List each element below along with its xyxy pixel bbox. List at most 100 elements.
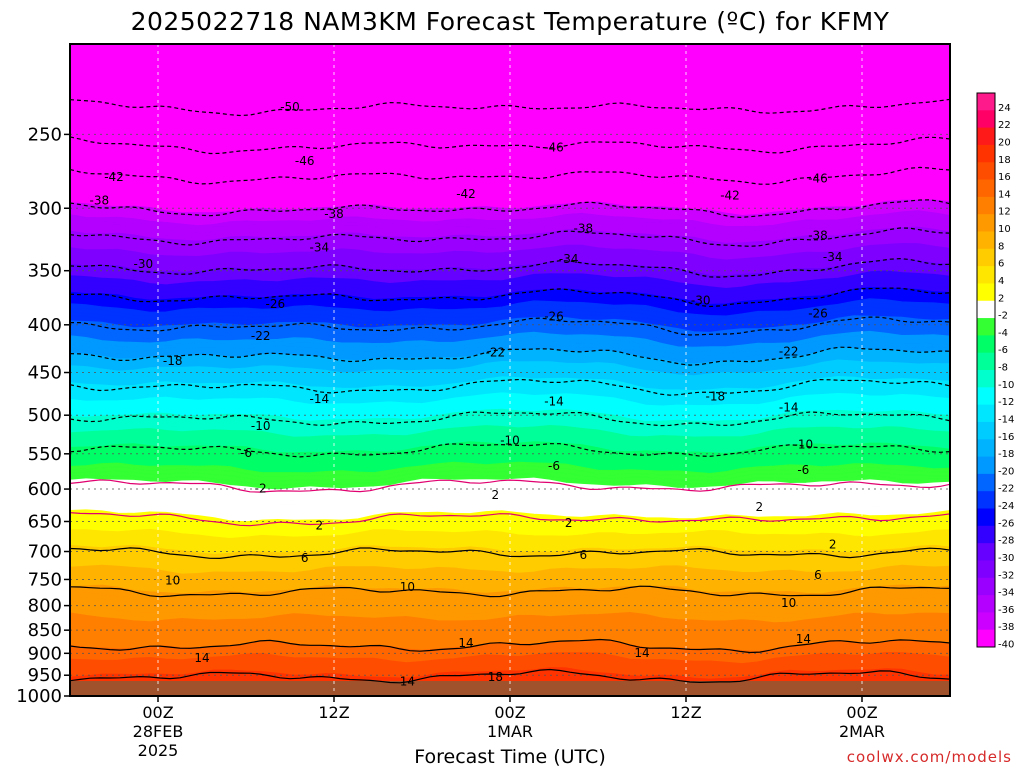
isotherm-line bbox=[70, 585, 950, 598]
contour-label: -6 bbox=[548, 459, 560, 473]
colorbar-swatch bbox=[977, 508, 995, 527]
contour-label: -30 bbox=[691, 293, 711, 307]
contour-label: -26 bbox=[808, 307, 828, 321]
contour-label: 10 bbox=[165, 573, 180, 587]
colorbar-swatch bbox=[977, 456, 995, 475]
colorbar-label: 8 bbox=[998, 241, 1004, 252]
colorbar-label: -36 bbox=[998, 605, 1014, 616]
isotherm-line bbox=[70, 257, 950, 278]
colorbar-swatch bbox=[977, 144, 995, 163]
y-tick-label: 850 bbox=[28, 620, 62, 641]
colorbar-label: 22 bbox=[998, 120, 1011, 131]
x-axis-label: Forecast Time (UTC) bbox=[414, 746, 605, 768]
contour-label: -18 bbox=[706, 390, 726, 404]
colorbar-swatch bbox=[977, 629, 995, 648]
colorbar-swatch bbox=[977, 595, 995, 613]
contour-label: 6 bbox=[580, 548, 588, 562]
colorbar-swatch bbox=[977, 491, 995, 509]
colorbar-swatch bbox=[977, 318, 995, 336]
contour-label: -50 bbox=[280, 100, 300, 114]
y-tick-label: 800 bbox=[28, 596, 62, 617]
y-tick-label: 750 bbox=[28, 569, 62, 590]
colorbar-label: -14 bbox=[998, 414, 1014, 425]
y-tick-label: 250 bbox=[28, 124, 62, 145]
contour-label: -14 bbox=[310, 392, 330, 406]
colorbar-swatch bbox=[977, 93, 995, 111]
colorbar-label: -20 bbox=[998, 466, 1014, 477]
contour-label: 10 bbox=[400, 580, 415, 594]
colorbar-label: -28 bbox=[998, 536, 1014, 547]
isotherm-line bbox=[70, 199, 950, 219]
contour-label: -34 bbox=[310, 240, 330, 254]
contour-labels: -50 -46 -46 -46 -42 -42 -42 -38 -38 -38 -38 -34 -34 -… bbox=[90, 100, 843, 688]
x-tick-label: 12Z bbox=[318, 703, 349, 722]
isotherm-line bbox=[70, 227, 950, 247]
colorbar-swatch bbox=[977, 179, 995, 198]
colorbar-swatch bbox=[977, 335, 995, 354]
contour-label: 14 bbox=[796, 632, 811, 646]
contour-label: -2 bbox=[255, 482, 267, 496]
y-tick-label: 950 bbox=[28, 665, 62, 686]
isotherm-line bbox=[70, 98, 950, 117]
y-tick-label: 600 bbox=[28, 479, 62, 500]
contour-label: -42 bbox=[104, 170, 124, 184]
contour-label: -46 bbox=[808, 172, 828, 186]
colorbar-swatch bbox=[977, 162, 995, 181]
y-tick-label: 1000 bbox=[16, 686, 62, 707]
colorbar-label: -24 bbox=[998, 501, 1014, 512]
contour-label: -42 bbox=[456, 187, 476, 201]
y-tick-label: 650 bbox=[28, 511, 62, 532]
contour-label: -38 bbox=[324, 207, 344, 221]
contour-label: -14 bbox=[779, 401, 799, 415]
isotherm-line bbox=[70, 136, 950, 155]
colorbar-frame bbox=[976, 92, 996, 648]
colorbar-swatch bbox=[977, 560, 995, 579]
isotherm-line bbox=[70, 479, 950, 493]
contour-label: -10 bbox=[794, 437, 814, 451]
colorbar-swatch bbox=[977, 127, 995, 146]
contour-label: -38 bbox=[90, 194, 110, 208]
contour-label: 6 bbox=[814, 568, 822, 582]
colorbar-swatch bbox=[977, 404, 995, 423]
contour-label: 14 bbox=[194, 651, 209, 665]
colorbar-label: 2 bbox=[998, 293, 1004, 304]
contour-label: -30 bbox=[134, 257, 154, 271]
contour-label: -18 bbox=[163, 354, 183, 368]
y-tick-label: 900 bbox=[28, 643, 62, 664]
colorbar-label: 14 bbox=[998, 189, 1011, 200]
colorbar-label: 6 bbox=[998, 259, 1004, 270]
contour-label: -46 bbox=[295, 154, 315, 168]
contour-label: 2 bbox=[829, 538, 837, 552]
colorbar-swatch bbox=[977, 248, 995, 267]
isotherm-line bbox=[70, 512, 950, 527]
colorbar-label: -22 bbox=[998, 484, 1014, 495]
colorbar-label: -30 bbox=[998, 553, 1014, 564]
colorbar-swatch bbox=[977, 439, 995, 458]
contour-label: 2 bbox=[756, 500, 764, 514]
isotherm-line bbox=[70, 378, 950, 396]
isotherm-line bbox=[70, 346, 950, 366]
contour-label: -46 bbox=[544, 140, 564, 154]
colorbar-label: -34 bbox=[998, 588, 1014, 599]
contour-label: -34 bbox=[823, 250, 843, 264]
contour-label: -6 bbox=[797, 463, 809, 477]
contour-label: 14 bbox=[634, 646, 649, 660]
colorbar-label: 10 bbox=[998, 224, 1011, 235]
colorbar-swatch bbox=[977, 525, 995, 544]
colorbar-label: 4 bbox=[998, 276, 1004, 287]
colorbar-label: 16 bbox=[998, 172, 1011, 183]
colorbar-swatch bbox=[977, 231, 995, 250]
colorbar-swatch bbox=[977, 473, 995, 492]
isotherm-line bbox=[70, 287, 950, 308]
x-tick-label: 00Z bbox=[142, 703, 173, 722]
contour-label: -42 bbox=[720, 189, 740, 203]
contour-label: 2 bbox=[565, 516, 573, 530]
colorbar-swatch bbox=[977, 300, 995, 319]
y-tick-label: 500 bbox=[28, 405, 62, 426]
isotherm-line bbox=[70, 166, 950, 185]
colorbar-swatch bbox=[977, 214, 995, 232]
contour-label: -22 bbox=[251, 329, 271, 343]
y-tick-label: 300 bbox=[28, 198, 62, 219]
x-tick-date: 2MAR bbox=[839, 722, 885, 741]
